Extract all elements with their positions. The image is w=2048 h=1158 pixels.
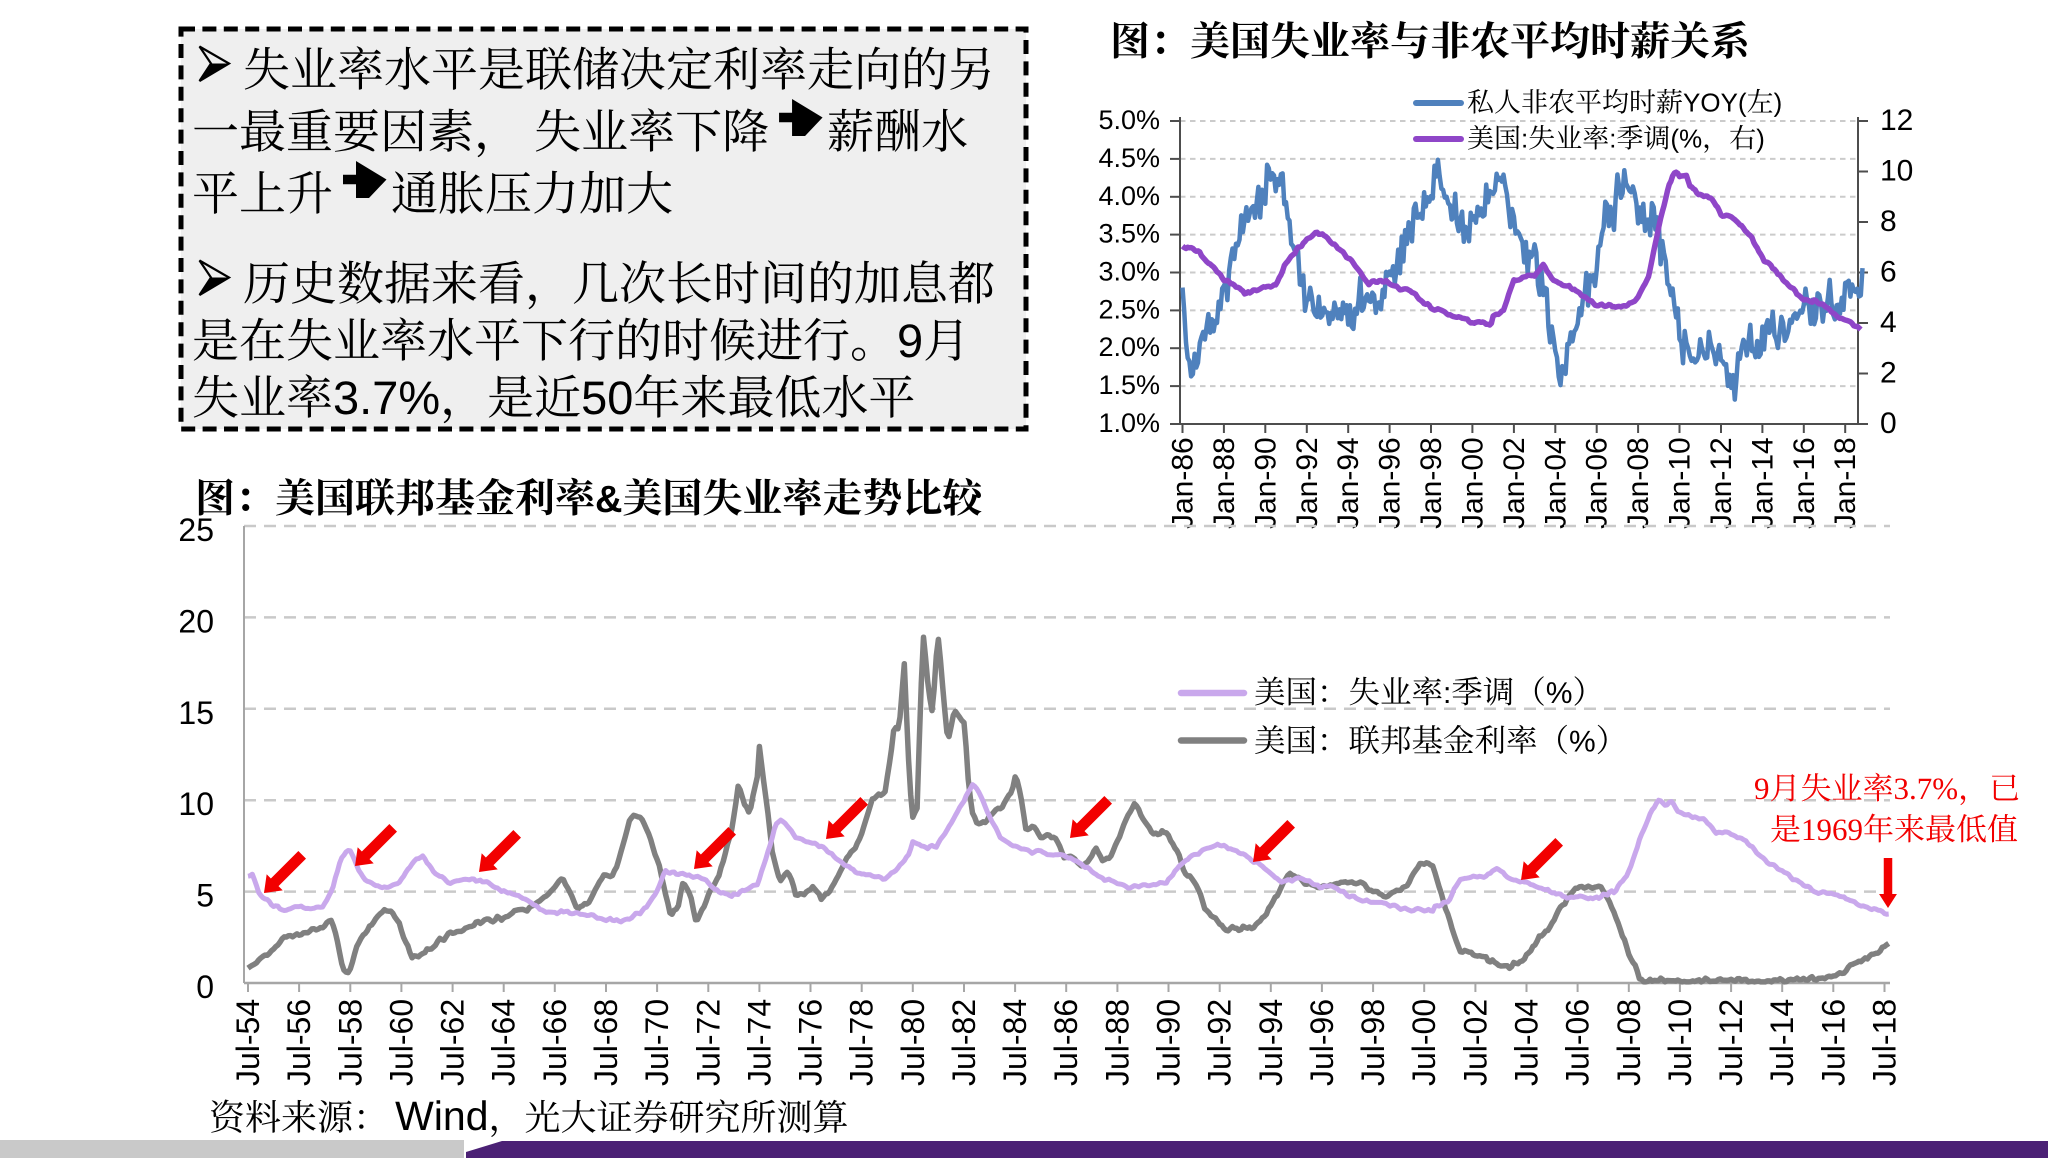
svg-text:1.0%: 1.0% [1098,408,1160,438]
svg-text:Jul-10: Jul-10 [1662,999,1698,1086]
svg-text:Jul-54: Jul-54 [230,999,266,1086]
svg-text:Jul-98: Jul-98 [1355,999,1391,1086]
svg-text:Jul-00: Jul-00 [1406,999,1442,1086]
svg-text:10: 10 [178,786,214,822]
svg-text:Jul-64: Jul-64 [486,999,522,1086]
svg-text:20: 20 [178,603,214,639]
svg-text:Jan-16: Jan-16 [1788,437,1821,529]
svg-text:Jan-88: Jan-88 [1208,437,1241,529]
svg-text:Jul-74: Jul-74 [741,999,777,1086]
svg-text:Jul-70: Jul-70 [639,999,675,1086]
svg-text:4.5%: 4.5% [1098,143,1160,173]
svg-text:Jul-12: Jul-12 [1713,999,1749,1086]
svg-text:Jul-04: Jul-04 [1509,999,1545,1086]
svg-text:Jan-02: Jan-02 [1498,437,1531,529]
svg-text:12: 12 [1880,104,1913,137]
svg-text:Jan-92: Jan-92 [1291,437,1324,529]
svg-text:Jul-88: Jul-88 [1099,999,1135,1086]
svg-text:Jul-02: Jul-02 [1457,999,1493,1086]
svg-text:Jul-08: Jul-08 [1611,999,1647,1086]
svg-text:Jan-06: Jan-06 [1581,437,1614,529]
svg-text:Jan-94: Jan-94 [1332,437,1365,529]
svg-text:10: 10 [1880,155,1913,188]
svg-text:Jul-86: Jul-86 [1048,999,1084,1086]
svg-text:0: 0 [1880,407,1897,440]
svg-text:25: 25 [178,512,214,548]
svg-text:Jul-14: Jul-14 [1764,999,1800,1086]
svg-text:Jul-16: Jul-16 [1815,999,1851,1086]
svg-text:Jul-80: Jul-80 [895,999,931,1086]
svg-text:Jul-96: Jul-96 [1304,999,1340,1086]
svg-text:Jul-92: Jul-92 [1202,999,1238,1086]
svg-text:2.0%: 2.0% [1098,332,1160,362]
svg-text:Jul-56: Jul-56 [281,999,317,1086]
svg-text:8: 8 [1880,205,1897,238]
svg-text:Jul-94: Jul-94 [1253,999,1289,1086]
svg-text:3.5%: 3.5% [1098,219,1160,249]
svg-text:Jan-08: Jan-08 [1622,437,1655,529]
svg-text:Jul-68: Jul-68 [588,999,624,1086]
svg-text:2: 2 [1880,357,1897,390]
svg-text:0: 0 [196,969,214,1005]
svg-text:Jul-18: Jul-18 [1867,999,1903,1086]
svg-text:15: 15 [178,695,214,731]
svg-text:Jan-90: Jan-90 [1249,437,1282,529]
svg-text:Jul-90: Jul-90 [1151,999,1187,1086]
svg-text:Jul-84: Jul-84 [997,999,1033,1086]
svg-text:1.5%: 1.5% [1098,370,1160,400]
svg-text:5: 5 [196,878,214,914]
svg-text:Jan-86: Jan-86 [1167,437,1200,529]
svg-text:Jul-60: Jul-60 [383,999,419,1086]
svg-text:Jul-82: Jul-82 [946,999,982,1086]
svg-text:Jan-04: Jan-04 [1539,437,1572,529]
svg-text:Jul-76: Jul-76 [793,999,829,1086]
svg-text:5.0%: 5.0% [1098,105,1160,135]
svg-text:4: 4 [1880,306,1897,339]
svg-text:6: 6 [1880,256,1897,289]
svg-text:Jul-66: Jul-66 [537,999,573,1086]
svg-text:4.0%: 4.0% [1098,181,1160,211]
svg-text:Jan-96: Jan-96 [1374,437,1407,529]
svg-text:Jan-14: Jan-14 [1746,437,1779,529]
svg-text:Jan-12: Jan-12 [1705,437,1738,529]
svg-text:2.5%: 2.5% [1098,294,1160,324]
svg-text:Jul-78: Jul-78 [844,999,880,1086]
svg-text:Jan-00: Jan-00 [1456,437,1489,529]
svg-text:Jul-06: Jul-06 [1560,999,1596,1086]
svg-text:Jul-58: Jul-58 [332,999,368,1086]
svg-text:Jul-62: Jul-62 [435,999,471,1086]
svg-text:Jul-72: Jul-72 [690,999,726,1086]
svg-text:Jan-18: Jan-18 [1829,437,1862,529]
svg-text:Jan-10: Jan-10 [1664,437,1697,529]
svg-text:3.0%: 3.0% [1098,257,1160,287]
svg-text:Jan-98: Jan-98 [1415,437,1448,529]
